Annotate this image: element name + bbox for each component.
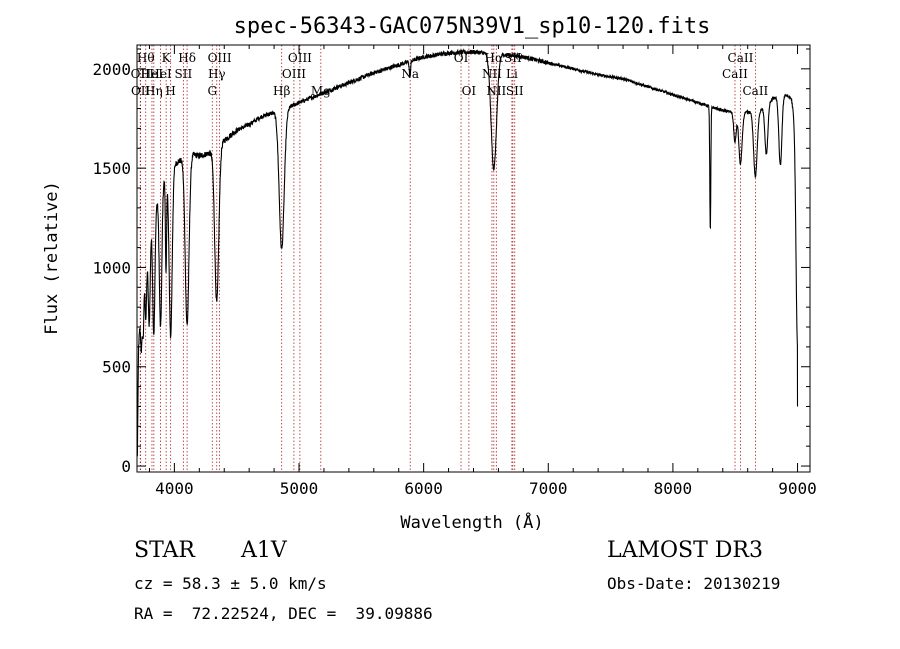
line-label: Hη [145, 84, 163, 98]
line-label: HeI [141, 67, 164, 81]
line-label: CaII [742, 84, 768, 98]
x-tick-label: 9000 [778, 479, 817, 498]
x-tick-label: 8000 [654, 479, 693, 498]
y-tick-label: 500 [102, 358, 131, 377]
line-label: H [165, 84, 175, 98]
x-tick-label: 6000 [404, 479, 443, 498]
line-label: Li [506, 67, 518, 81]
line-label: OIII [288, 51, 312, 65]
line-label: K [162, 51, 172, 65]
line-label: OI [454, 51, 469, 65]
line-label: NII [486, 84, 506, 98]
y-tick-label: 1500 [92, 159, 131, 178]
survey-name: LAMOST DR3 [607, 538, 763, 563]
line-label: Na [401, 67, 419, 81]
line-label: OII [131, 67, 151, 81]
line-label: OII [131, 84, 151, 98]
line-label: SII [506, 84, 524, 98]
line-label: G [207, 84, 217, 98]
line-label: OIII [282, 67, 306, 81]
x-axis: 4000 5000 6000 7000 8000 9000 [148, 45, 817, 498]
object-class: STAR [134, 538, 195, 563]
line-label: OIII [208, 51, 232, 65]
line-label: CaII [722, 67, 748, 81]
chart-title: spec-56343-GAC075N39V1_sp10-120.fits [234, 14, 711, 39]
x-tick-label: 5000 [280, 479, 319, 498]
y-tick-label: 1000 [92, 258, 131, 277]
spectral-line-labels: OIIOIIHθHeIHηHeIKHSIIHδGHγOIIIHβOIIIOIII… [131, 51, 769, 98]
line-label: Hγ [208, 67, 226, 81]
coordinates: RA = 72.22524, DEC = 39.09886 [134, 604, 433, 623]
line-label: Hβ [273, 84, 290, 98]
line-label: OI [462, 84, 477, 98]
line-label: HeI [149, 67, 172, 81]
object-subclass: A1V [241, 538, 287, 563]
x-axis-label: Wavelength (Å) [400, 511, 543, 533]
line-label: Mg [311, 84, 331, 98]
spectrum-line [136, 48, 799, 457]
x-tick-label: 4000 [155, 479, 194, 498]
y-tick-label: 0 [121, 457, 131, 476]
line-label: Hθ [137, 51, 155, 65]
line-label: Hδ [178, 51, 196, 65]
line-label: SII [504, 51, 522, 65]
y-tick-label: 2000 [92, 60, 131, 79]
y-axis: 0 500 1000 1500 2000 [92, 48, 810, 476]
redshift-velocity: cz = 58.3 ± 5.0 km/s [134, 574, 327, 593]
observation-date: Obs-Date: 20130219 [607, 574, 781, 593]
y-axis-label: Flux (relative) [42, 181, 62, 335]
line-label: NII [482, 67, 502, 81]
line-label: Hα [485, 51, 504, 65]
line-label: SII [175, 67, 193, 81]
x-tick-label: 7000 [529, 479, 568, 498]
spectral-line-markers [139, 45, 756, 472]
line-label: CaII [728, 51, 754, 65]
